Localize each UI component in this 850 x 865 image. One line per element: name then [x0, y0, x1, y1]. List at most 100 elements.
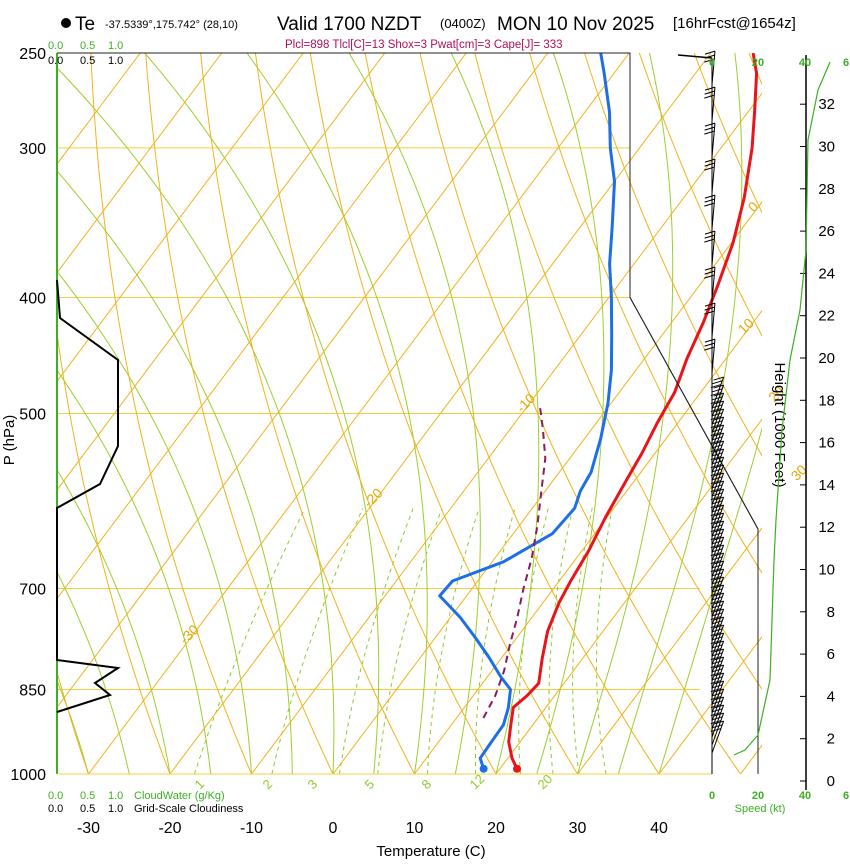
location-name: Te: [75, 14, 95, 35]
pressure-tick-label: 500: [19, 407, 46, 424]
height-tick-label: 30: [818, 139, 835, 156]
wind-barb-flag: [712, 389, 722, 392]
height-tick-label: 22: [818, 308, 835, 325]
forecast-info: [16hrFcst@1654z]: [673, 15, 796, 32]
temperature-axis-label: Temperature (C): [376, 843, 485, 860]
cloud-scale-bottom-green: 0.5: [80, 790, 95, 802]
dry-adiabat-line: [749, 53, 850, 774]
temperature-tick-label: 40: [650, 820, 668, 837]
temperature-tick-label: 0: [329, 820, 338, 837]
mixing-ratio-label: 8: [419, 776, 435, 792]
valid-date: MON 10 Nov 2025: [497, 14, 654, 35]
height-tick-label: 16: [818, 435, 835, 452]
height-tick-label: 28: [818, 181, 835, 198]
wind-barb-flag: [704, 239, 714, 242]
mixing-ratio-line: [549, 508, 573, 774]
wind-barb-flag: [704, 347, 714, 350]
height-tick-label: 26: [818, 223, 835, 240]
height-tick-label: 2: [827, 731, 835, 748]
height-tick-label: 8: [827, 604, 835, 621]
wind-barb-flag: [705, 267, 715, 270]
speed-tick-bottom: 20: [752, 790, 764, 802]
wind-barb-flag: [705, 343, 715, 346]
temperature-tick-label: -10: [240, 820, 263, 837]
valid-time: Valid 1700 NZDT: [277, 14, 422, 35]
speed-axis-label: Speed (kt): [735, 803, 786, 815]
temperature-tick-label: -20: [158, 820, 181, 837]
surface-temperature-point: [513, 765, 521, 773]
wind-barb-flag: [705, 159, 715, 162]
isotherm-label: 10: [735, 315, 757, 337]
height-tick-label: 0: [827, 773, 835, 790]
isotherm-line: [741, 53, 850, 774]
utc-time: (0400Z): [440, 16, 486, 31]
height-tick-label: 4: [827, 688, 835, 705]
cloud-scale-top-green: 1.0: [108, 40, 123, 52]
speed-tick-bottom: 6: [843, 790, 849, 802]
temperature-tick-label: 30: [569, 820, 587, 837]
location-coords: -37.5339°,175.742° (28,10): [105, 19, 238, 31]
height-tick-label: 10: [818, 562, 835, 579]
surface-dewpoint-point: [480, 765, 488, 773]
temperature-tick-label: 10: [406, 820, 424, 837]
dry-adiabat-line: [804, 53, 850, 774]
wind-barb-flag: [704, 95, 714, 98]
cloud-scale-top-green: 0.0: [48, 40, 63, 52]
wind-barb-flag: [705, 199, 715, 202]
cloud-scale-top-black: 0.5: [80, 55, 95, 67]
mixing-ratio-label: 2: [260, 776, 276, 792]
temperature-tick-label: -30: [77, 820, 100, 837]
location-marker-icon: [61, 18, 71, 28]
cloud-scale-bottom-green: 1.0: [108, 790, 123, 802]
cloud-scale-bottom-black: 0.5: [80, 803, 95, 815]
pressure-tick-label: 700: [19, 581, 46, 598]
wind-barb-flag: [705, 127, 715, 130]
wind-barb-flag: [705, 123, 715, 126]
speed-tick-bottom: 0: [709, 790, 715, 802]
mixing-ratio-label: 5: [362, 776, 378, 792]
cloud-scale-bottom-black: 1.0: [108, 803, 123, 815]
mixing-ratio-label: 3: [305, 776, 321, 792]
height-tick-label: 14: [818, 477, 835, 494]
height-tick-label: 24: [818, 265, 835, 282]
speed-tick-top: 6: [843, 57, 849, 69]
wind-barb-flag: [705, 87, 715, 90]
cloud-scale-top-green: 0.5: [80, 40, 95, 52]
speed-tick-top: 40: [799, 57, 811, 69]
pressure-axis-label: P (hPa): [1, 415, 18, 466]
stability-indices: Plcl=898 Tlcl[C]=13 Shox=3 Pwat[cm]=3 Ca…: [285, 39, 563, 51]
height-tick-label: 20: [818, 350, 835, 367]
wind-barb-flag: [705, 195, 715, 198]
wind-barb-flag: [704, 131, 714, 134]
isotherm-label: -20: [360, 485, 386, 511]
speed-tick-top: 20: [752, 57, 764, 69]
pressure-tick-label: 300: [19, 141, 46, 158]
speed-tick-top: 0: [709, 57, 715, 69]
mixing-ratio-line: [597, 508, 613, 774]
cloud-scale-top-black: 1.0: [108, 55, 123, 67]
pressure-tick-label: 1000: [10, 767, 46, 784]
cloud-scale-top-black: 0.0: [48, 55, 63, 67]
wind-barb-flag: [705, 231, 715, 234]
pressure-tick-label: 400: [19, 290, 46, 307]
isotherm-label: -10: [513, 390, 539, 416]
pressure-tick-label: 850: [19, 682, 46, 699]
speed-tick-bottom: 40: [799, 790, 811, 802]
cloud-scale-bottom-green: 0.0: [48, 790, 63, 802]
height-tick-label: 32: [818, 96, 835, 113]
pressure-tick-label: 250: [19, 46, 46, 63]
wind-barb-flag: [704, 203, 714, 206]
height-tick-label: 12: [818, 519, 835, 536]
mixing-ratio-line: [428, 508, 480, 774]
temperature-tick-label: 20: [487, 820, 505, 837]
cloud-scale-bottom-black: 0.0: [48, 803, 63, 815]
height-tick-label: 18: [818, 392, 835, 409]
wind-barb-flag: [705, 339, 715, 342]
wind-barbs: [678, 51, 724, 753]
height-tick-label: 6: [827, 646, 835, 663]
wind-barb-flag: [712, 381, 722, 384]
cloudiness-label: Grid-Scale Cloudiness: [134, 803, 244, 815]
